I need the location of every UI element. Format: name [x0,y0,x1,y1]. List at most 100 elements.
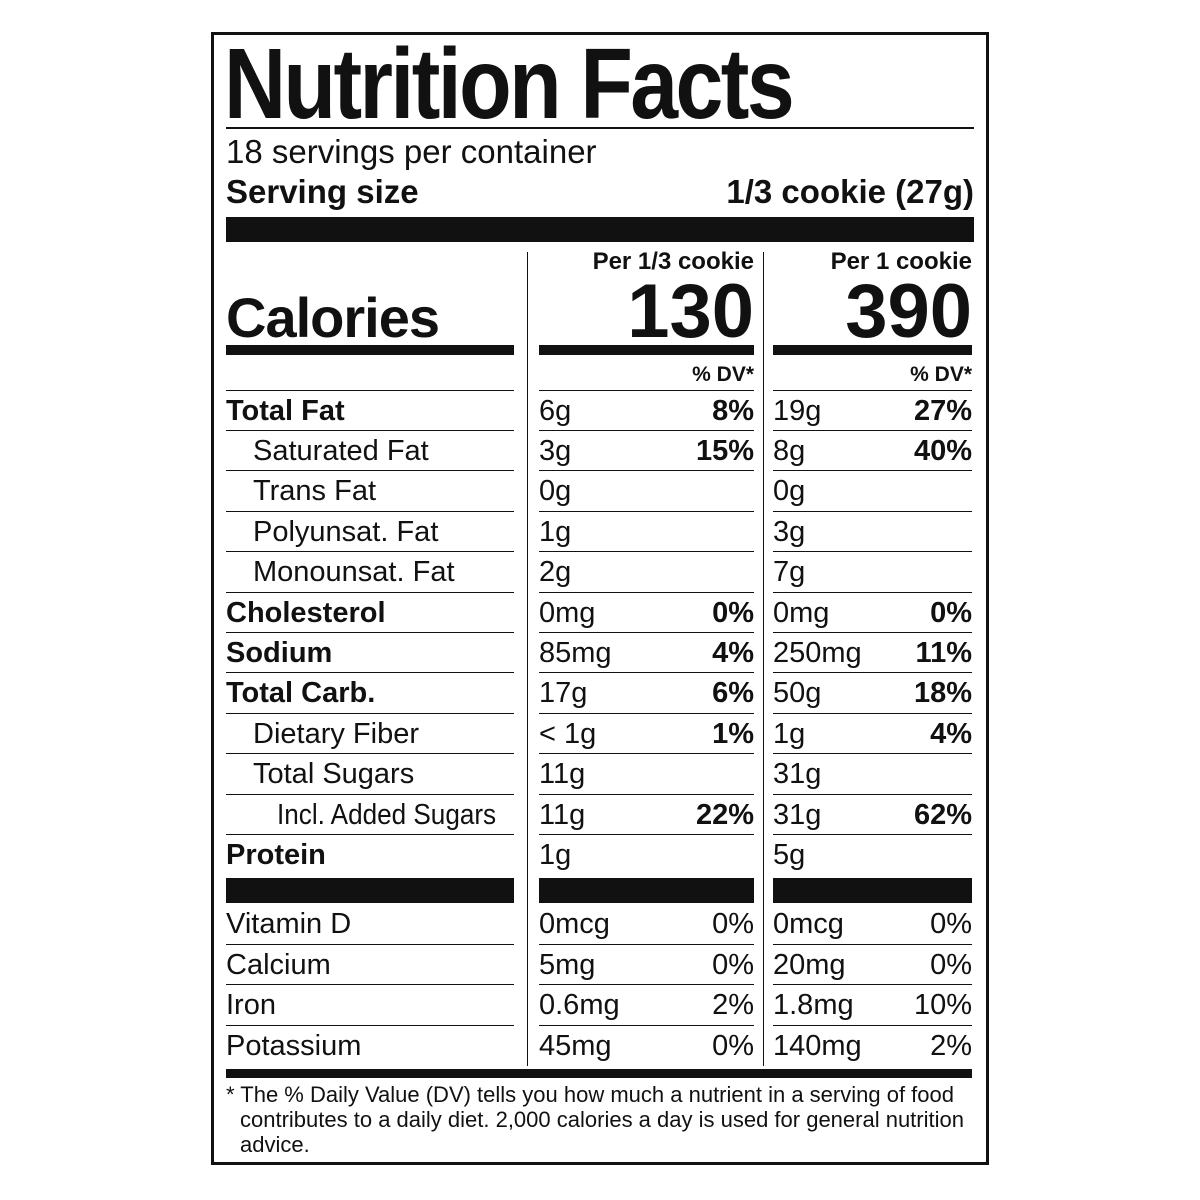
nutrient-name: Monounsat. Fat [253,556,455,589]
amount: 8g [773,435,806,467]
label-frame [211,32,989,1165]
nutrient-name: Trans Fat [253,475,377,508]
rule [773,632,972,633]
serving-size: 1/3 cookie (27g) [726,173,974,211]
rule [226,390,514,391]
rule [773,1024,972,1026]
amount: 1g [773,717,806,750]
amount: 19g [773,394,822,427]
serving-size-label: Serving size [226,173,419,211]
rule [226,470,514,472]
daily-value: 40% [913,435,972,467]
daily-value: 0% [930,948,972,981]
amount: 1g [539,515,572,548]
rule [226,834,514,835]
amount: 250mg [773,637,862,669]
rule [773,834,972,835]
daily-value: 8% [712,394,754,427]
amount: 0mg [773,596,830,629]
column-divider [763,252,764,1067]
daily-value: 0% [712,1029,754,1062]
nutrient-name: Dietary Fiber [253,717,419,750]
rule [226,551,514,553]
rule [539,551,754,553]
thick-bar [226,877,514,903]
amount: 0mg [539,596,596,629]
rule [226,943,514,945]
amount: 1g [539,839,572,871]
rule [226,753,514,755]
thick-bar [773,877,972,903]
rule [539,632,754,633]
amount: 20mg [773,948,846,981]
daily-value: 0% [930,596,972,629]
column-divider [527,252,528,1067]
daily-value: 4% [712,637,754,669]
calories-label: Calories [226,286,440,350]
rule [773,430,972,431]
amount: 2g [539,556,572,589]
amount: 0mcg [539,908,610,941]
rule [773,551,972,553]
amount: 0mcg [773,908,844,941]
calories-value: 390 [845,269,972,355]
rule [773,672,972,674]
dv-header: % DV* [692,363,754,387]
amount: 5mg [539,948,596,981]
dv-header: % DV* [910,363,972,387]
rule [226,1024,514,1026]
rule [539,672,754,674]
rule [539,753,754,755]
daily-value: 18% [913,677,972,710]
daily-value: 0% [712,908,754,941]
rule [226,632,514,633]
daily-value: 0% [930,908,972,941]
rule [226,127,974,129]
amount: 1.8mg [773,989,854,1022]
amount: 6g [539,394,572,427]
rule [226,984,514,986]
rule [539,591,754,593]
rule [773,984,972,986]
nutrient-name: Saturated Fat [253,435,429,467]
rule [539,470,754,472]
amount: 85mg [539,637,612,669]
daily-value: 15% [695,435,754,467]
amount: 140mg [773,1029,862,1062]
amount: 0g [539,475,572,508]
nutrient-name: Calcium [226,948,331,981]
rule [226,510,514,512]
nutrient-name-bold: Protein [226,839,326,871]
amount: 45mg [539,1029,612,1062]
rule [226,793,514,795]
amount: 3g [773,515,806,548]
rule [539,1024,754,1026]
calories-value: 130 [627,269,754,355]
daily-value: 62% [913,798,972,831]
calories-bar [773,345,972,355]
thick-bar [226,217,974,242]
rule [226,672,514,674]
daily-value: 27% [913,394,972,427]
rule [773,510,972,512]
thick-bar [226,1069,972,1079]
amount: 0g [773,475,806,508]
daily-value: 10% [913,989,972,1022]
nutrient-name: Polyunsat. Fat [253,515,439,548]
amount: 7g [773,556,806,589]
calories-bar [539,345,754,355]
rule [539,510,754,512]
nutrient-name-bold: Sodium [226,637,333,669]
nutrient-name: Incl. Added Sugars [277,798,497,831]
rule [773,753,972,755]
daily-value: 0% [712,948,754,981]
nutrient-name: Vitamin D [226,908,352,941]
rule [773,712,972,714]
rule [773,390,972,391]
daily-value: 1% [712,717,754,750]
calories-bar [226,345,514,355]
rule [539,712,754,714]
nutrient-name: Total Sugars [253,758,415,791]
nutrient-name-bold: Total Carb. [226,677,376,710]
